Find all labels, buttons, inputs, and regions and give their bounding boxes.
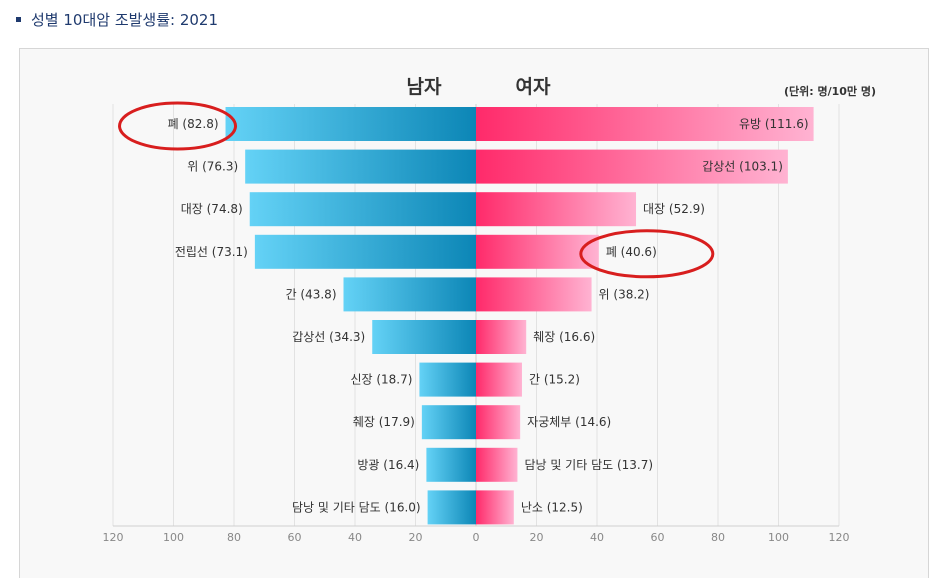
male-bar: [225, 107, 476, 141]
male-bar: [343, 277, 476, 312]
page-title-text: 성별 10대암 조발생률: 2021: [31, 11, 219, 29]
page-title: 성별 10대암 조발생률: 2021: [16, 9, 218, 30]
female-bar: [476, 490, 514, 525]
x-tick-label: 40: [590, 531, 604, 544]
male-bar-label: 방광 (16.4): [357, 458, 419, 472]
female-bar: [476, 320, 527, 354]
x-tick-label: 60: [288, 531, 302, 544]
male-bar-label: 위 (76.3): [187, 160, 238, 174]
female-bar: [476, 107, 814, 141]
x-tick-label: 20: [530, 531, 544, 544]
female-bar: [476, 277, 592, 312]
male-bar-label: 간 (43.8): [286, 287, 337, 301]
male-bar: [372, 320, 476, 354]
male-bar-label: 췌장 (17.9): [353, 415, 415, 429]
x-tick-label: 80: [227, 531, 241, 544]
x-tick-label: 120: [103, 531, 124, 544]
male-bar: [421, 405, 476, 440]
female-bar-label: 유방 (111.6): [739, 117, 809, 131]
male-bar-label: 갑상선 (34.3): [292, 330, 365, 344]
female-bar: [476, 362, 522, 397]
female-bar-label: 담낭 및 기타 담도 (13.7): [524, 458, 653, 472]
male-bar: [245, 149, 476, 184]
x-tick-label: 40: [348, 531, 362, 544]
x-tick-label: 100: [768, 531, 789, 544]
male-bar: [419, 362, 476, 397]
x-tick-label: 20: [409, 531, 423, 544]
female-bar-label: 췌장 (16.6): [533, 330, 595, 344]
male-bar: [254, 234, 476, 269]
male-header: 남자: [407, 76, 442, 98]
female-bar-label: 대장 (52.9): [643, 202, 705, 216]
male-bar-label: 신장 (18.7): [350, 373, 412, 387]
male-bar-label: 폐 (82.8): [168, 117, 219, 131]
female-header: 여자: [516, 76, 551, 98]
male-bar-label: 전립선 (73.1): [175, 245, 248, 259]
female-bar: [476, 405, 521, 440]
female-bar: [476, 149, 788, 184]
female-bar: [476, 192, 637, 227]
male-bar-label: 담낭 및 기타 담도 (16.0): [292, 500, 421, 514]
male-bar: [249, 192, 476, 227]
x-tick-label: 120: [829, 531, 850, 544]
unit-note: (단위: 명/10만 명): [784, 84, 876, 98]
male-bar: [427, 490, 476, 525]
male-bar: [426, 447, 476, 482]
female-bar-label: 자궁체부 (14.6): [527, 415, 611, 429]
female-bar: [476, 447, 518, 482]
female-bar-label: 난소 (12.5): [521, 500, 583, 514]
x-tick-label: 100: [163, 531, 184, 544]
x-tick-label: 0: [473, 531, 480, 544]
female-bar-label: 폐 (40.6): [606, 245, 657, 259]
highlight-ring: [579, 229, 715, 279]
female-bar: [476, 234, 599, 269]
highlight-ring: [118, 101, 238, 151]
female-bar-label: 갑상선 (103.1): [702, 160, 783, 174]
female-bar-label: 위 (38.2): [599, 287, 650, 301]
male-bar-label: 대장 (74.8): [181, 202, 243, 216]
x-tick-label: 80: [711, 531, 725, 544]
title-bullet-icon: [16, 17, 21, 22]
x-tick-label: 60: [651, 531, 665, 544]
female-bar-label: 간 (15.2): [529, 373, 580, 387]
